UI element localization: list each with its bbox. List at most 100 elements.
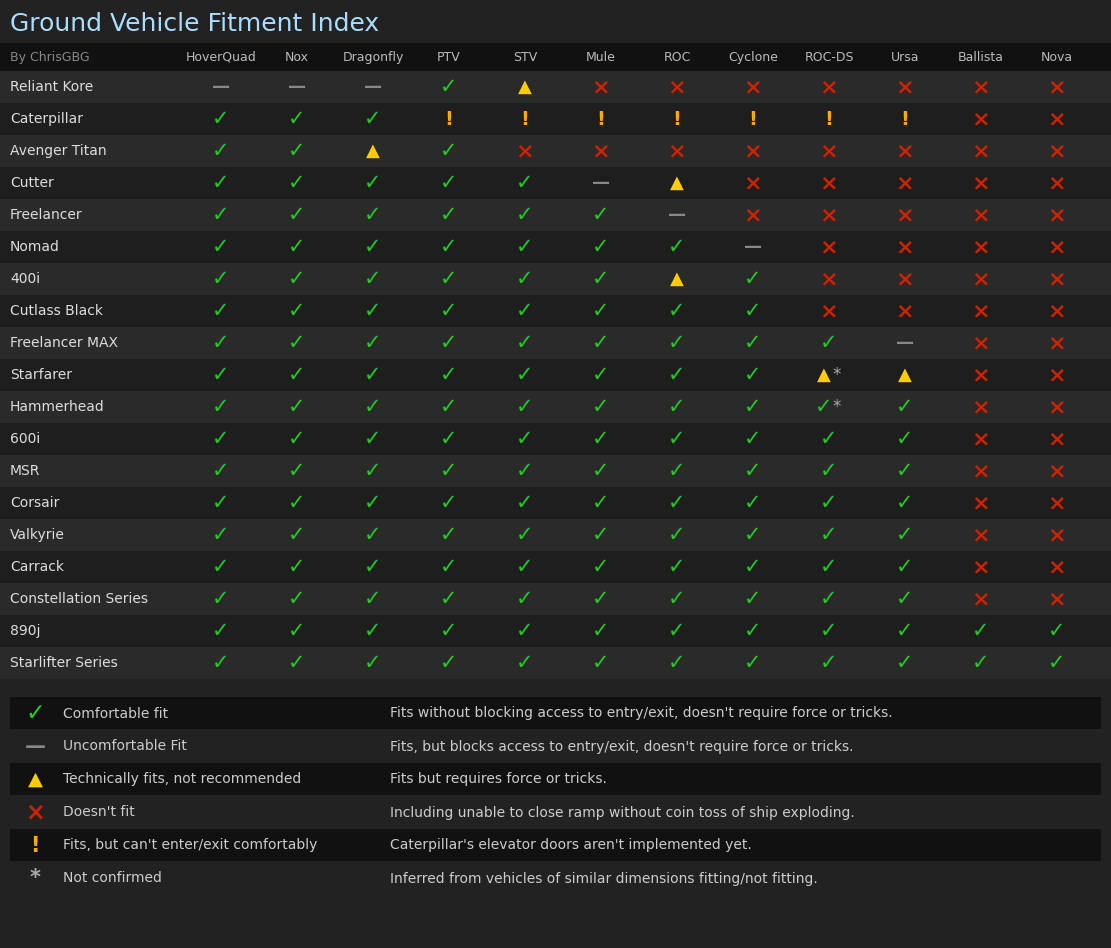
Text: ✓: ✓	[744, 653, 762, 673]
Text: ✓: ✓	[744, 397, 762, 417]
Text: ×: ×	[820, 141, 839, 161]
Text: Cutlass Black: Cutlass Black	[10, 304, 103, 318]
Text: ×: ×	[972, 461, 990, 481]
Text: ×: ×	[1048, 461, 1067, 481]
Text: ✓: ✓	[668, 557, 685, 577]
Text: ✓: ✓	[288, 461, 306, 481]
Text: —: —	[668, 206, 687, 224]
Text: ✓: ✓	[212, 621, 230, 641]
Text: Caterpillar: Caterpillar	[10, 112, 83, 126]
Text: ✓: ✓	[897, 653, 913, 673]
Text: ✓: ✓	[744, 493, 762, 513]
Text: ✓: ✓	[517, 653, 533, 673]
Text: ×: ×	[972, 429, 990, 449]
Text: ▲: ▲	[518, 78, 532, 96]
Text: ✓: ✓	[364, 429, 382, 449]
Text: Valkyrie: Valkyrie	[10, 528, 64, 542]
Text: ✓: ✓	[440, 269, 458, 289]
Text: MSR: MSR	[10, 464, 40, 478]
Text: ✓: ✓	[668, 461, 685, 481]
Text: ✓: ✓	[440, 461, 458, 481]
Text: ✓: ✓	[820, 589, 838, 609]
Text: !: !	[901, 110, 910, 129]
Text: ✓: ✓	[364, 653, 382, 673]
Text: ✓: ✓	[288, 493, 306, 513]
Bar	[10, 763, 1101, 795]
Text: ✓: ✓	[592, 653, 610, 673]
Text: *: *	[833, 366, 841, 384]
Bar	[0, 71, 1111, 103]
Text: ✓: ✓	[744, 589, 762, 609]
Text: ✓: ✓	[440, 365, 458, 385]
Text: Freelancer MAX: Freelancer MAX	[10, 336, 118, 350]
Text: ×: ×	[743, 77, 762, 97]
Text: ✓: ✓	[288, 205, 306, 225]
Text: ×: ×	[820, 269, 839, 289]
Text: ✓: ✓	[364, 525, 382, 545]
Bar	[0, 487, 1111, 519]
Text: ✓: ✓	[592, 333, 610, 353]
Text: Caterpillar's elevator doors aren't implemented yet.: Caterpillar's elevator doors aren't impl…	[390, 838, 752, 852]
Text: Nomad: Nomad	[10, 240, 60, 254]
Text: ✓: ✓	[440, 429, 458, 449]
Text: ×: ×	[1048, 77, 1067, 97]
Bar	[0, 43, 1111, 71]
Text: ✓: ✓	[440, 205, 458, 225]
Text: ✓: ✓	[820, 461, 838, 481]
Text: ✓: ✓	[288, 333, 306, 353]
Text: *: *	[30, 868, 40, 888]
Text: ×: ×	[972, 141, 990, 161]
Text: ×: ×	[972, 109, 990, 129]
Text: —: —	[592, 174, 610, 192]
Text: ✓: ✓	[592, 365, 610, 385]
Text: —: —	[288, 78, 306, 96]
Bar	[10, 697, 1101, 729]
Text: ×: ×	[592, 77, 610, 97]
Text: ×: ×	[1048, 333, 1067, 353]
Text: ✓: ✓	[897, 493, 913, 513]
Text: ×: ×	[972, 365, 990, 385]
Text: ✓: ✓	[212, 557, 230, 577]
Text: ✓: ✓	[592, 397, 610, 417]
Text: !: !	[597, 110, 605, 129]
Text: ✓: ✓	[668, 397, 685, 417]
Text: ✓: ✓	[440, 397, 458, 417]
Text: ×: ×	[895, 173, 914, 193]
Text: 600i: 600i	[10, 432, 40, 446]
Text: ✓: ✓	[440, 77, 458, 97]
Text: ×: ×	[743, 173, 762, 193]
Text: ✓: ✓	[744, 365, 762, 385]
Text: ✓: ✓	[668, 493, 685, 513]
Text: ×: ×	[1048, 205, 1067, 225]
Text: Not confirmed: Not confirmed	[63, 871, 162, 885]
Text: ✓: ✓	[592, 237, 610, 257]
Bar	[0, 423, 1111, 455]
Text: Dragonfly: Dragonfly	[342, 50, 403, 64]
Text: ✓: ✓	[592, 493, 610, 513]
Text: Fits but requires force or tricks.: Fits but requires force or tricks.	[390, 773, 607, 787]
Text: Avenger Titan: Avenger Titan	[10, 144, 107, 158]
Text: ✓: ✓	[592, 269, 610, 289]
Text: ✓: ✓	[288, 109, 306, 129]
Text: ×: ×	[972, 589, 990, 609]
Text: ×: ×	[895, 205, 914, 225]
Text: ×: ×	[895, 77, 914, 97]
Text: ✓: ✓	[744, 429, 762, 449]
Text: ✓: ✓	[820, 621, 838, 641]
Text: ✓: ✓	[364, 557, 382, 577]
Bar	[10, 730, 1101, 762]
Text: *: *	[833, 398, 841, 416]
Text: ✓: ✓	[592, 525, 610, 545]
Text: ✓: ✓	[440, 653, 458, 673]
Text: !: !	[672, 110, 681, 129]
Text: ×: ×	[895, 301, 914, 321]
Text: ✓: ✓	[364, 397, 382, 417]
Text: Inferred from vehicles of similar dimensions fitting/not fitting.: Inferred from vehicles of similar dimens…	[390, 871, 818, 885]
Text: ✓: ✓	[820, 653, 838, 673]
Text: ROC-DS: ROC-DS	[804, 50, 853, 64]
Text: ✓: ✓	[815, 397, 833, 417]
Text: ✓: ✓	[592, 205, 610, 225]
Bar	[0, 103, 1111, 135]
Text: ✓: ✓	[212, 461, 230, 481]
Bar	[0, 167, 1111, 199]
